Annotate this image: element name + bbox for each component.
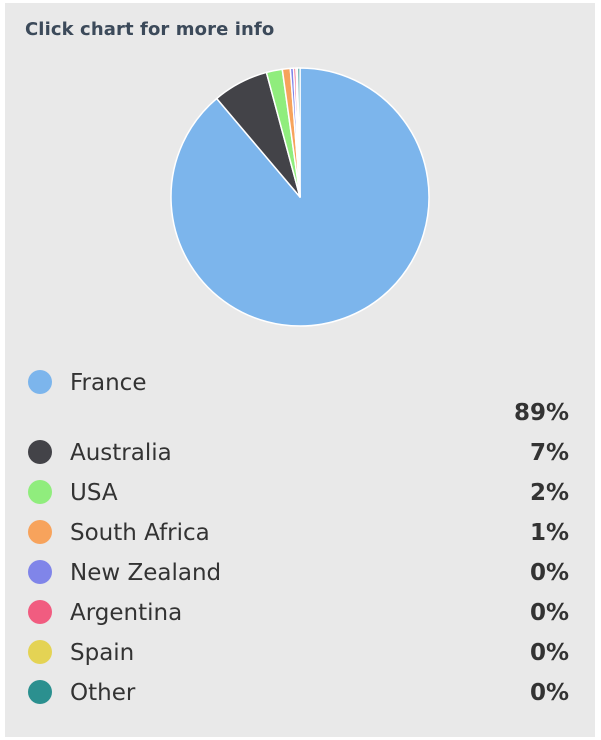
legend-color-dot [28, 640, 52, 664]
legend-label: Other [70, 680, 136, 706]
legend-item-south-africa[interactable]: South Africa 1% [5, 3, 595, 546]
legend-label: Argentina [70, 600, 183, 626]
legend-color-dot [28, 600, 52, 624]
legend-item-other[interactable]: Other 0% [5, 3, 595, 706]
legend-value: 1% [529, 520, 569, 546]
legend-value: 0% [529, 560, 569, 586]
legend-color-dot [28, 520, 52, 544]
legend-value: 0% [529, 640, 569, 666]
chart-legend: France 89% Australia 7% USA 2% South Africa 1% N… [5, 3, 595, 737]
chart-header: Click chart for more info [25, 19, 275, 40]
legend-item-usa[interactable]: USA 2% [5, 3, 595, 506]
pie-chart[interactable] [5, 3, 595, 343]
legend-item-australia[interactable]: Australia 7% [5, 3, 595, 466]
legend-label: France [70, 370, 147, 396]
legend-value: 7% [529, 440, 569, 466]
legend-color-dot [28, 480, 52, 504]
legend-label: Australia [70, 440, 172, 466]
legend-label: South Africa [70, 520, 210, 546]
legend-color-dot [28, 680, 52, 704]
legend-value: 2% [529, 480, 569, 506]
legend-item-france[interactable]: France 89% [5, 3, 595, 426]
legend-value: 0% [529, 680, 569, 706]
legend-label: USA [70, 480, 118, 506]
legend-item-new-zealand[interactable]: New Zealand 0% [5, 3, 595, 586]
pie-slices [170, 67, 430, 327]
legend-color-dot [28, 440, 52, 464]
legend-color-dot [28, 370, 52, 394]
legend-color-dot [28, 560, 52, 584]
legend-item-spain[interactable]: Spain 0% [5, 3, 595, 666]
chart-panel: Click chart for more info France 89% Austr… [5, 3, 595, 737]
legend-item-argentina[interactable]: Argentina 0% [5, 3, 595, 626]
pie-slice-other[interactable] [296, 67, 301, 198]
legend-value: 0% [529, 600, 569, 626]
legend-label: New Zealand [70, 560, 222, 586]
legend-label: Spain [70, 640, 135, 666]
legend-value: 89% [513, 400, 569, 426]
